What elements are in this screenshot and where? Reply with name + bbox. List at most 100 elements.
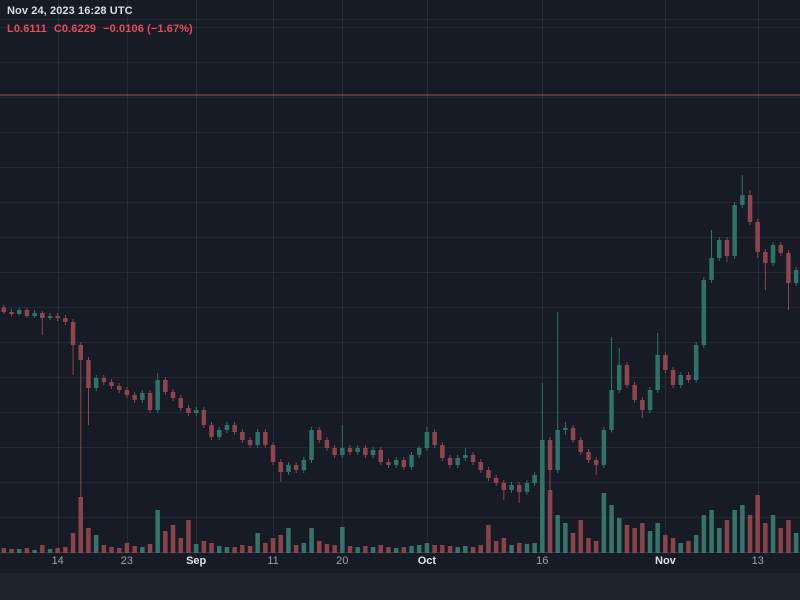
volume-bar (309, 528, 314, 553)
volume-bar (778, 528, 783, 553)
candle-body (101, 378, 107, 382)
volume-bar (678, 543, 683, 553)
volume-bar (117, 548, 122, 553)
candle-body (270, 445, 276, 462)
volume-bar (547, 490, 553, 553)
volume-bar (555, 515, 560, 553)
candle-body (555, 430, 560, 470)
candle-body (278, 462, 283, 472)
candle-body (117, 386, 122, 390)
volume-bar (701, 515, 707, 553)
candle-body (332, 448, 337, 455)
candle-body (147, 393, 153, 410)
candle-body (717, 240, 722, 258)
candle-body (193, 410, 199, 413)
volume-bar (532, 543, 537, 553)
candle-body (709, 258, 714, 280)
volume-bar (355, 547, 360, 553)
candle-body (701, 280, 707, 345)
candle-body (632, 385, 637, 400)
volume-bar (409, 546, 414, 553)
volume-bar (640, 523, 645, 553)
candle-body (78, 345, 83, 360)
volume-bar (724, 520, 730, 553)
candle-body (240, 432, 245, 440)
volume-bar (517, 543, 522, 553)
volume-bar (617, 518, 622, 553)
candle-body (363, 448, 368, 455)
volume-bar (463, 546, 468, 553)
volume-bar (263, 543, 268, 553)
candle-body (317, 430, 322, 440)
volume-bar (224, 547, 230, 553)
ohlc-readout: L0.6111 C0.6229 −0.0106 (−1.67%) (7, 23, 200, 35)
volume-bar (386, 547, 391, 553)
candle-body (547, 440, 553, 470)
volume-bar (470, 547, 476, 553)
candle-body (47, 316, 53, 318)
candle-body (578, 440, 583, 452)
candle-body (9, 312, 14, 314)
volume-bar (193, 544, 199, 553)
candle-body (778, 245, 783, 253)
volume-bar (40, 545, 45, 553)
candle-body (93, 378, 99, 388)
volume-bar (163, 531, 168, 553)
candle-body (124, 390, 130, 395)
candle-body (786, 253, 791, 283)
candle-body (663, 355, 668, 370)
volume-bar (1, 548, 7, 553)
candle-body (432, 432, 437, 445)
candle-body (86, 360, 91, 388)
volume-bar (570, 533, 576, 553)
volume-bar (24, 548, 30, 553)
volume-bar (447, 546, 453, 553)
volume-bar (440, 545, 445, 553)
volume-bar (132, 546, 137, 553)
volume-bar (201, 541, 207, 553)
volume-bar (601, 493, 607, 553)
volume-bar (401, 547, 407, 553)
volume-bar (186, 520, 191, 553)
candle-body (378, 450, 383, 462)
volume-bar (732, 510, 737, 553)
candle-body (301, 460, 307, 470)
candle-body (232, 425, 237, 432)
candle-body (55, 316, 60, 318)
candle-body (224, 425, 230, 430)
volume-bar (178, 538, 183, 553)
candle-body (563, 428, 568, 430)
candle-body (163, 380, 168, 392)
volume-bar (293, 545, 299, 553)
volume-bar (563, 523, 568, 553)
volume-bar (63, 547, 68, 553)
candle-body (601, 430, 607, 465)
volume-bar (317, 541, 322, 553)
candle-body (493, 478, 499, 483)
volume-bar (247, 546, 253, 553)
volume-bar (740, 505, 745, 553)
candle-body (755, 222, 760, 252)
candle-body (524, 483, 530, 492)
candle-body (263, 432, 268, 445)
volume-bar (501, 538, 507, 553)
candle-body (347, 448, 353, 452)
volume-bar (393, 548, 399, 553)
volume-bar (78, 497, 83, 553)
candle-body (793, 270, 799, 283)
volume-bar (524, 544, 530, 553)
candle-body (447, 458, 453, 465)
candle-body (1, 307, 7, 312)
candle-body (678, 375, 683, 385)
volume-bar (424, 543, 430, 553)
candle-body (509, 485, 514, 490)
volume-bar (793, 533, 799, 553)
volume-bar (232, 547, 237, 553)
candle-body (763, 252, 768, 263)
candle-body (586, 452, 591, 460)
volume-bar (55, 548, 60, 553)
volume-bar (332, 545, 337, 553)
